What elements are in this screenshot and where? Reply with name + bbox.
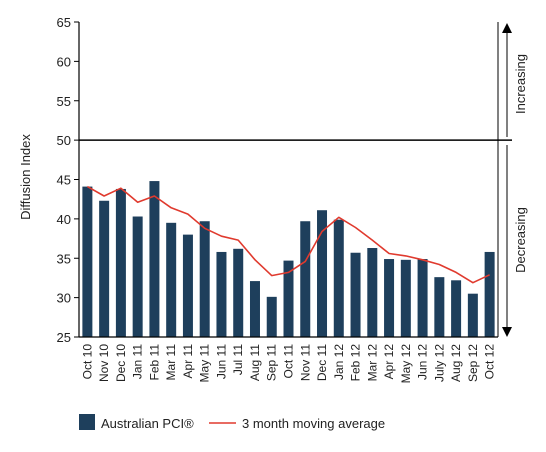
bar [82, 186, 93, 337]
x-tick-label: Mar 11 [164, 344, 178, 381]
y-tick-label: 30 [57, 291, 71, 306]
bar [132, 216, 143, 337]
legend-label-pci: Australian PCI® [101, 416, 194, 431]
y-tick-labels: 25 30 35 40 45 50 55 60 65 [57, 15, 79, 345]
legend: Australian PCI® 3 month moving average [79, 414, 385, 431]
up-arrow-icon [502, 23, 512, 33]
moving-average-line [87, 185, 490, 284]
x-tick-label: Feb 12 [349, 344, 363, 382]
bar [249, 281, 260, 337]
bar [266, 296, 277, 337]
down-arrow-icon [502, 327, 512, 337]
x-tick-label: Jan 11 [131, 344, 145, 379]
x-tick-label: Oct 10 [80, 344, 94, 380]
legend-swatch-pci [79, 414, 95, 430]
x-tick-label: Jul 11 [231, 344, 245, 375]
x-tick-label: Nov 11 [298, 344, 312, 381]
x-tick-labels: Oct 10 Nov 10 Dec 10 Jan 11 Feb 11 Mar 11 Apr … [80, 344, 496, 384]
x-tick-label: Oct 11 [282, 344, 296, 379]
x-tick-label: Dec 10 [114, 344, 128, 382]
bar [115, 188, 126, 337]
direction-arrows [502, 23, 512, 337]
x-tick-label: Aug 11 [248, 344, 262, 381]
y-tick-label: 40 [57, 212, 71, 227]
x-tick-label: Oct 12 [483, 344, 497, 380]
bar [300, 221, 311, 337]
y-tick-label: 35 [57, 251, 71, 266]
y-tick-label: 65 [57, 15, 71, 30]
bar [384, 259, 395, 337]
bar [400, 259, 411, 337]
bar [451, 280, 462, 337]
y-tick-label: 45 [57, 173, 71, 188]
decreasing-label: Decreasing [513, 207, 528, 273]
bar [149, 181, 160, 337]
x-tick-label: July 12 [432, 344, 446, 382]
x-tick-label: Jun 11 [215, 344, 229, 379]
y-tick-label: 60 [57, 54, 71, 69]
bar [233, 248, 244, 337]
x-tick-label: Mar 12 [365, 344, 379, 382]
bar [484, 251, 495, 337]
x-tick-label: Sep 12 [466, 344, 480, 382]
x-tick-label: Feb 11 [147, 344, 161, 381]
x-tick-label: Jan 12 [332, 344, 346, 380]
increasing-label: Increasing [513, 54, 528, 114]
x-tick-label: Dec 11 [315, 344, 329, 381]
bar [199, 221, 210, 337]
bar [166, 222, 177, 337]
bar [417, 259, 428, 337]
bar [283, 260, 294, 337]
bar [317, 210, 328, 337]
legend-label-moving-average: 3 month moving average [242, 416, 385, 431]
x-tick-label: May 11 [198, 344, 212, 383]
y-axis-label: Diffusion Index [18, 134, 33, 220]
x-tick-label: Apr 12 [382, 344, 396, 380]
x-tick-label: May 12 [399, 344, 413, 384]
bar [333, 219, 344, 337]
bar [367, 248, 378, 337]
bar [467, 293, 478, 337]
bar [350, 252, 361, 337]
bar [216, 251, 227, 337]
x-tick-label: Sep 11 [265, 344, 279, 381]
bar-series [82, 181, 495, 337]
bar [99, 200, 110, 337]
y-tick-label: 55 [57, 94, 71, 109]
axes [78, 22, 512, 338]
x-tick-label: Jun 12 [416, 344, 430, 380]
bar [182, 234, 193, 337]
x-tick-label: Nov 10 [97, 344, 111, 382]
bar [434, 277, 445, 337]
moving-average-series [87, 185, 490, 284]
x-tick-label: Apr 11 [181, 344, 195, 379]
y-tick-label: 25 [57, 330, 71, 345]
y-tick-label: 50 [57, 133, 71, 148]
x-tick-label: Aug 12 [449, 344, 463, 382]
